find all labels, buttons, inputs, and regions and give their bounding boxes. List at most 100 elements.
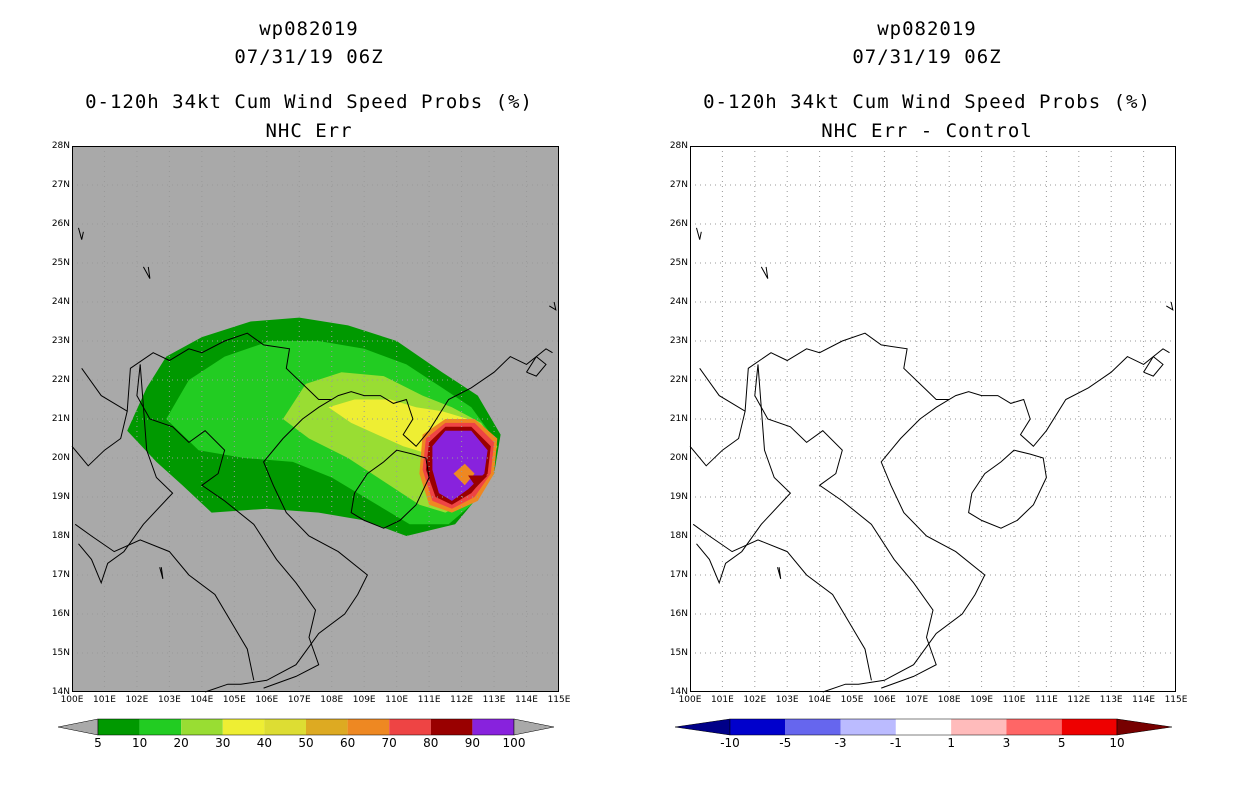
latitude-label: 23N [51, 336, 70, 346]
longitude-label: 114E [515, 695, 538, 705]
latitude-label: 25N [669, 258, 688, 268]
latitude-label: 22N [51, 375, 70, 385]
coastline [81, 332, 332, 413]
island [696, 227, 702, 240]
colorbar-box [430, 719, 473, 735]
latitude-label: 28N [669, 141, 688, 151]
left-panel: wp082019 07/31/19 06Z 0-120h 34kt Cum Wi… [51, 18, 571, 750]
coastline [696, 364, 792, 585]
colorbar-over-arrow [1116, 718, 1173, 736]
colorbar-label: 10 [1109, 736, 1125, 750]
colorbar [57, 718, 555, 736]
island [1166, 301, 1174, 311]
coastline [204, 348, 553, 693]
latitude-label: 27N [51, 180, 70, 190]
datetime: 07/31/19 06Z [852, 46, 1002, 68]
longitude-label: 105E [222, 695, 246, 705]
coastline [699, 332, 950, 413]
latitude-label: 28N [51, 141, 70, 151]
latitude-label: 15N [51, 648, 70, 658]
island [549, 301, 557, 311]
longitude-label: 104E [808, 695, 832, 705]
colorbar-label: 5 [94, 736, 102, 750]
longitude-label: 107E [287, 695, 311, 705]
panel-subtitle: NHC Err - Control [821, 120, 1033, 142]
colorbar-label: -1 [889, 736, 902, 750]
coastline [136, 364, 320, 689]
colorbar-box [98, 719, 140, 735]
longitude-label: 106E [872, 695, 896, 705]
colorbar-box [1006, 719, 1062, 735]
colorbar-label: 100 [502, 736, 526, 750]
colorbar-box [472, 719, 514, 735]
latitude-label: 17N [669, 570, 688, 580]
probability-contour [468, 475, 488, 488]
latitude-label: 20N [669, 453, 688, 463]
island [1143, 355, 1164, 377]
island [526, 355, 547, 377]
colorbar-label: 40 [256, 736, 273, 750]
latitude-label: 20N [51, 453, 70, 463]
longitude-label: 111E [1034, 695, 1058, 705]
colorbar-label: 1 [947, 736, 955, 750]
latitude-label: 27N [669, 180, 688, 190]
longitude-label: 111E [417, 695, 441, 705]
colorbar-over-arrow [513, 718, 555, 736]
right-panel: wp082019 07/31/19 06Z 0-120h 34kt Cum Wi… [618, 0, 1236, 800]
longitude-label: 100E [678, 695, 702, 705]
colorbar-label: -3 [834, 736, 847, 750]
longitude-label: 100E [60, 695, 84, 705]
colorbar-box [730, 719, 786, 735]
colorbar-box [951, 719, 1007, 735]
longitude-label: 108E [937, 695, 961, 705]
colorbar-label: 30 [215, 736, 231, 750]
longitude-label: 113E [1099, 695, 1123, 705]
coastline [74, 523, 255, 681]
colorbar-box [895, 719, 952, 735]
probability-map [71, 146, 559, 693]
storm-id: wp082019 [259, 18, 359, 40]
colorbar-label: 80 [423, 736, 439, 750]
coastline [692, 523, 872, 681]
latitude-label: 26N [51, 219, 70, 229]
longitude-label: 110E [385, 695, 409, 705]
datetime: 07/31/19 06Z [234, 46, 384, 68]
colorbar-label: 50 [298, 736, 314, 750]
colorbar-label: -5 [779, 736, 792, 750]
colorbar-label: 5 [1057, 736, 1066, 750]
latitude-label: 18N [669, 531, 688, 541]
latitude-label: 19N [51, 492, 70, 502]
latitude-label: 21N [669, 414, 688, 424]
longitude-label: 115E [1164, 695, 1188, 705]
colorbar-under-arrow [674, 718, 731, 736]
longitude-label: 101E [710, 695, 734, 705]
latitude-label: 14N [669, 687, 688, 697]
colorbar-box [347, 719, 390, 735]
longitude-label: 103E [157, 695, 181, 705]
colorbar-box [181, 719, 223, 735]
product-title: 0-120h 34kt Cum Wind Speed Probs (%) [85, 91, 533, 113]
difference-map [689, 146, 1176, 693]
colorbar-box [840, 719, 896, 735]
longitude-label: 102E [743, 695, 767, 705]
colorbar-label: -10 [720, 736, 740, 750]
colorbar-box [1061, 719, 1117, 735]
colorbar-box [306, 719, 348, 735]
island [142, 266, 151, 279]
longitude-label: 102E [125, 695, 149, 705]
island [760, 266, 769, 279]
longitude-label: 109E [970, 695, 994, 705]
panel-subtitle: NHC Err [265, 120, 353, 142]
colorbar-box [222, 719, 265, 735]
map-border [690, 146, 1176, 692]
colorbar-label: 90 [464, 736, 481, 750]
longitude-label: 108E [320, 695, 344, 705]
colorbar-box [389, 719, 431, 735]
longitude-label: 113E [482, 695, 506, 705]
island [159, 567, 164, 580]
longitude-label: 112E [450, 695, 474, 705]
colorbar-label: 10 [131, 736, 148, 750]
coastline [689, 411, 746, 467]
latitude-label: 26N [669, 219, 688, 229]
latitude-label: 24N [669, 297, 688, 307]
